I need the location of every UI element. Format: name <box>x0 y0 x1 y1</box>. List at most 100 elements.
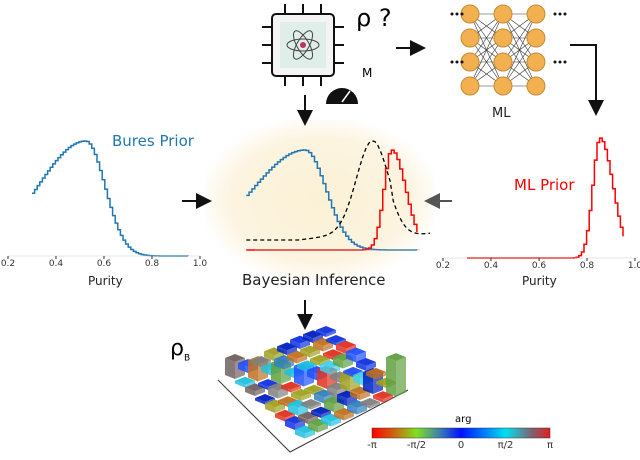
bar-side <box>376 381 386 388</box>
x-tick-label: 1.0 <box>192 259 208 269</box>
rho-b-label: ρB <box>170 336 190 363</box>
bar-side <box>337 394 347 406</box>
bar-side <box>251 359 261 367</box>
bar-side <box>277 346 287 355</box>
histogram-line <box>467 137 624 259</box>
nn-edge <box>502 37 537 87</box>
right-xlabel: Purity <box>522 274 557 288</box>
ellipsis-dot <box>450 60 454 64</box>
ml-prior-title: ML Prior <box>514 176 575 194</box>
bar-side <box>310 358 320 366</box>
nn-edge <box>469 13 504 87</box>
bar-side <box>307 370 317 381</box>
x-tick-label: 0.2 <box>435 261 451 271</box>
bar-side <box>258 382 268 390</box>
bar-side <box>334 411 344 421</box>
bar-side <box>347 404 357 415</box>
bar-side <box>268 386 278 399</box>
bar-side <box>360 401 370 409</box>
bar-side <box>324 400 334 412</box>
density-matrix-3d-bars <box>217 325 409 453</box>
bar-side <box>310 349 320 358</box>
nn-edge <box>469 37 504 87</box>
bar-side <box>278 400 288 407</box>
bar-side <box>336 344 346 354</box>
bar-side <box>344 411 354 421</box>
neuron-node <box>493 4 513 24</box>
bar-side <box>326 329 336 337</box>
bar-side <box>353 375 363 386</box>
bar-side <box>331 417 341 427</box>
colorbar-tick-label: π <box>546 440 554 451</box>
x-tick-label: 0.2 <box>0 259 16 269</box>
bar-side <box>366 362 376 371</box>
x-tick-label: 1.0 <box>627 261 640 271</box>
measurement-label: M <box>362 66 373 80</box>
rho-symbol: ρ <box>170 336 184 361</box>
neuron-node <box>460 76 480 96</box>
neural-network-icon <box>450 4 567 96</box>
bar-side <box>326 339 336 346</box>
neuron-node <box>526 52 546 72</box>
bar-side <box>295 420 305 430</box>
bar-side <box>301 392 311 401</box>
bar-side <box>284 371 294 378</box>
bar-side <box>303 334 313 343</box>
bar-side <box>295 429 305 439</box>
histogram-line <box>32 140 188 257</box>
bar-side <box>297 354 307 364</box>
colorbar-tick-label: 0 <box>457 440 465 451</box>
histogram-line <box>246 149 417 251</box>
ellipsis-dot <box>563 60 567 64</box>
ellipsis-dot <box>553 60 557 64</box>
nn-edge <box>502 13 537 63</box>
bar-side <box>356 351 366 363</box>
bar-side <box>255 387 265 396</box>
bar-side <box>274 358 284 370</box>
neuron-node <box>493 52 513 72</box>
bar-side <box>357 404 367 415</box>
nn-edge <box>502 13 537 87</box>
bayesian-inference-title: Bayesian Inference <box>242 271 386 289</box>
neuron-node <box>526 28 546 48</box>
bures-prior-title: Bures Prior <box>112 132 194 150</box>
bar-side <box>373 395 383 403</box>
neuron-node <box>493 76 513 96</box>
ellipsis-dot <box>455 12 459 16</box>
bar-side <box>333 357 343 369</box>
bar-side <box>321 410 331 418</box>
x-tick-label: 0.8 <box>579 261 595 271</box>
bar-side <box>313 341 323 352</box>
bar-side <box>311 403 321 410</box>
bar-side <box>255 398 265 405</box>
bar-side <box>304 388 314 395</box>
bar-side <box>327 386 337 398</box>
bar-side <box>323 353 333 360</box>
x-tick-label: 0.4 <box>48 259 64 269</box>
rho-query-label: ρ ? <box>356 4 392 32</box>
ellipsis-dot <box>455 60 459 64</box>
bar-side <box>238 362 248 373</box>
bar-side <box>321 417 331 427</box>
bar-side <box>298 415 308 424</box>
bayesian-glow <box>205 120 435 280</box>
bar-side <box>245 387 255 396</box>
bayesian-inference-plot <box>246 140 431 251</box>
bar-side <box>285 420 295 430</box>
bar-side <box>284 358 294 370</box>
bar-side <box>363 372 373 394</box>
bar-side <box>275 413 285 422</box>
bar-side <box>290 339 300 349</box>
bar-side <box>297 364 307 372</box>
rho-subscript: B <box>183 353 191 364</box>
neuron-node <box>526 4 546 24</box>
bar-side <box>313 334 323 343</box>
bar-side <box>287 346 297 355</box>
bar-side <box>383 395 393 403</box>
bar-side <box>346 351 356 363</box>
bar-side <box>343 370 353 377</box>
x-tick-label: 0.4 <box>483 261 499 271</box>
left-xlabel: Purity <box>88 274 123 288</box>
bar-side <box>225 358 235 379</box>
